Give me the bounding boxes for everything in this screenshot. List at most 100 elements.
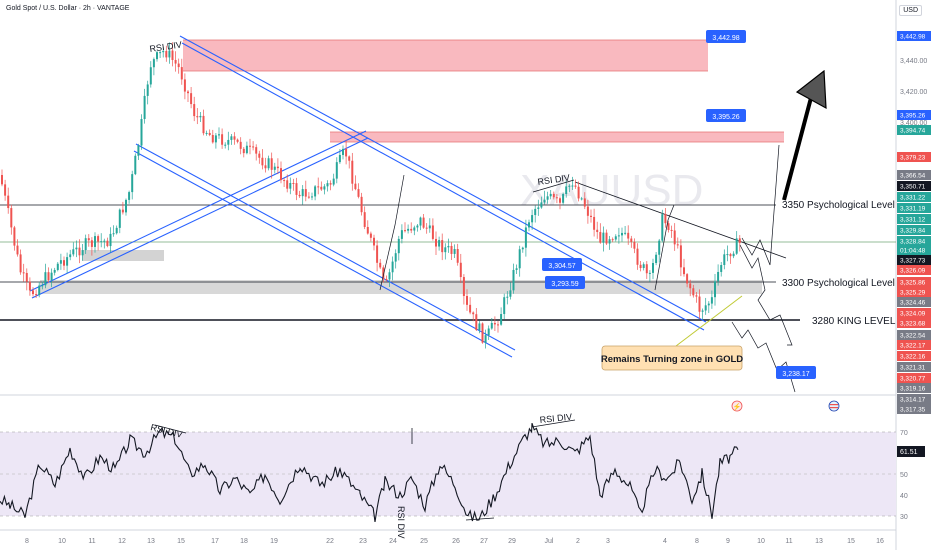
candle — [379, 258, 382, 270]
rsi-div-pane-label-2: RSI DIV — [539, 412, 572, 425]
candle — [109, 227, 112, 253]
descending-channel-lower[interactable] — [133, 143, 516, 358]
candle — [655, 252, 658, 266]
time-label-26: 16 — [876, 538, 884, 545]
candle — [199, 111, 202, 123]
candle — [295, 177, 298, 201]
candle — [490, 318, 493, 330]
ascending-channel-line[interactable] — [29, 130, 369, 299]
candle — [180, 58, 183, 85]
level-3300-label: 3300 Psychological Level — [782, 278, 895, 289]
candle — [571, 176, 574, 190]
candle — [630, 235, 633, 248]
candle — [617, 227, 620, 244]
price-label-15: 3,325.29 — [897, 287, 931, 297]
candle — [456, 243, 459, 266]
candle — [307, 192, 310, 199]
turning-zone-note[interactable]: Remains Turning zone in GOLD — [601, 345, 743, 371]
candle — [50, 268, 53, 288]
price-label-22: 3,321.31 — [897, 362, 931, 372]
currency-button[interactable]: USD — [899, 5, 922, 16]
candle — [218, 127, 220, 139]
candle — [255, 144, 258, 161]
candle — [667, 220, 670, 233]
time-label-22: 10 — [757, 538, 765, 545]
price-tick-2: 3,400.00 — [900, 120, 927, 127]
candle — [183, 73, 186, 100]
candle — [639, 260, 642, 272]
candle — [97, 234, 100, 251]
candle — [518, 245, 521, 277]
candle — [270, 152, 273, 179]
time-label-13: 26 — [452, 538, 460, 545]
us-flag-icon[interactable] — [828, 400, 840, 412]
candle — [720, 261, 723, 277]
candle — [512, 263, 515, 294]
candle — [137, 143, 140, 160]
candle — [515, 264, 518, 275]
callout-3395[interactable]: 3,395.26 — [706, 109, 746, 122]
candle — [438, 236, 441, 251]
time-label-2: 11 — [88, 538, 95, 545]
candle — [698, 289, 701, 319]
time-label-17: 2 — [576, 538, 580, 545]
candle — [149, 61, 152, 88]
candle — [326, 180, 329, 192]
candle — [190, 86, 193, 109]
candle — [283, 178, 286, 187]
candle — [28, 277, 31, 296]
candle — [481, 322, 484, 344]
time-label-3: 12 — [118, 538, 126, 545]
candle — [44, 263, 47, 289]
candle — [140, 114, 143, 150]
candle — [608, 235, 611, 250]
candle — [1, 169, 3, 187]
candle — [546, 191, 549, 204]
time-label-19: 4 — [663, 538, 667, 545]
candle — [32, 287, 34, 297]
resistance-trendline[interactable] — [574, 181, 787, 259]
candle — [400, 224, 403, 244]
candle — [574, 179, 577, 189]
candle — [568, 184, 571, 193]
callout-3238[interactable]: 3,238.17 — [776, 366, 816, 379]
rsi-tick-50: 50 — [900, 472, 908, 479]
candle — [627, 225, 630, 245]
level-3280-label: 3280 KING LEVEL — [812, 316, 896, 327]
candle — [249, 138, 251, 155]
price-label-16: 3,324.46 — [897, 297, 931, 307]
callout-3442[interactable]: 3,442.98 — [706, 30, 746, 43]
callout-3293[interactable]: 3,293.59 — [545, 276, 585, 289]
candle — [276, 158, 279, 175]
candle — [369, 231, 372, 242]
candle — [599, 223, 602, 244]
candle — [205, 130, 208, 136]
descending-channel-upper[interactable] — [179, 35, 707, 331]
time-label-4: 13 — [147, 538, 155, 545]
candle — [162, 46, 165, 58]
candle — [723, 249, 726, 270]
candle — [509, 282, 512, 300]
candle — [224, 142, 227, 149]
candle — [472, 311, 475, 322]
lightning-icon[interactable] — [731, 400, 743, 412]
candle — [475, 307, 478, 331]
svg-text:3,325.29: 3,325.29 — [900, 290, 926, 297]
candle — [252, 141, 255, 151]
candle — [416, 224, 419, 232]
time-label-0: 8 — [25, 538, 29, 545]
svg-text:Remains Turning zone in GOLD: Remains Turning zone in GOLD — [601, 354, 743, 365]
svg-text:3,304.57: 3,304.57 — [548, 263, 575, 270]
svg-text:3,325.86: 3,325.86 — [900, 280, 926, 287]
candle — [41, 281, 44, 290]
candle — [704, 297, 707, 315]
candle — [227, 131, 230, 151]
symbol-header[interactable]: Gold Spot / U.S. Dollar · 2h · VANTAGE — [6, 5, 130, 12]
callout-3304[interactable]: 3,304.57 — [542, 258, 582, 271]
candle — [128, 190, 131, 204]
candle — [118, 208, 121, 234]
candle — [72, 242, 75, 257]
candle — [168, 42, 171, 64]
candle — [484, 329, 487, 349]
